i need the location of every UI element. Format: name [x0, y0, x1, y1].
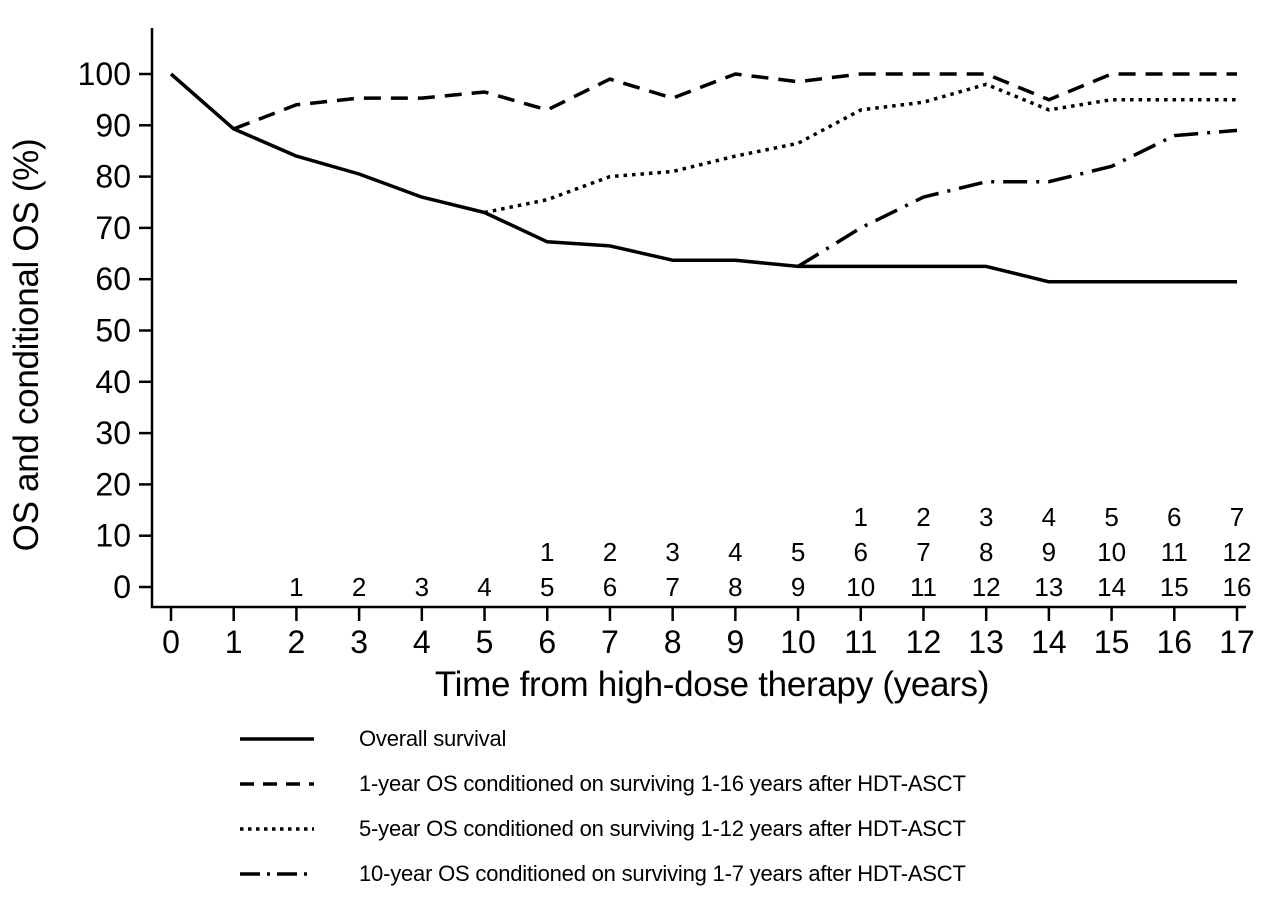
legend-label-1yr-conditional: 1-year OS conditioned on surviving 1-16 …: [359, 770, 966, 796]
x-tick-label: 3: [350, 624, 368, 660]
risk-count-os-1yr-conditional: 12: [972, 572, 1001, 602]
series-line-overall-survival: [169, 72, 1237, 284]
risk-count-os-1yr-conditional: 9: [791, 572, 805, 602]
legend-item-1yr-conditional: 1-year OS conditioned on surviving 1-16 …: [240, 761, 966, 806]
legend-item-5yr-conditional: 5-year OS conditioned on surviving 1-12 …: [240, 806, 966, 851]
y-tick-label: 70: [95, 210, 131, 246]
risk-count-os-10yr-conditional: 2: [916, 502, 930, 532]
axis-frame: [150, 28, 1246, 609]
risk-count-os-1yr-conditional: 15: [1160, 572, 1189, 602]
risk-count-os-1yr-conditional: 10: [846, 572, 875, 602]
risk-count-os-1yr-conditional: 1: [289, 572, 303, 602]
risk-count-os-1yr-conditional: 5: [540, 572, 554, 602]
risk-count-os-1yr-conditional: 6: [603, 572, 617, 602]
risk-count-os-1yr-conditional: 13: [1034, 572, 1063, 602]
series-line-os-10yr-conditional: [797, 128, 1238, 268]
legend-swatch-dotted-line: [240, 826, 314, 831]
series-line-os-1yr-conditional: [233, 72, 1237, 131]
y-tick-label: 50: [95, 313, 131, 349]
risk-count-os-1yr-conditional: 2: [352, 572, 366, 602]
risk-count-os-5yr-conditional: 9: [1042, 537, 1056, 567]
risk-count-os-10yr-conditional: 6: [1167, 502, 1181, 532]
y-tick-label: 80: [95, 159, 131, 195]
risk-count-os-5yr-conditional: 4: [728, 537, 742, 567]
x-tick-label: 7: [601, 624, 619, 660]
risk-count-os-5yr-conditional: 5: [791, 537, 805, 567]
risk-count-os-10yr-conditional: 5: [1104, 502, 1118, 532]
x-tick-label: 10: [780, 624, 816, 660]
risk-count-os-1yr-conditional: 16: [1223, 572, 1252, 602]
legend-label-5yr-conditional: 5-year OS conditioned on surviving 1-12 …: [359, 815, 966, 841]
y-tick-label: 0: [113, 569, 131, 605]
risk-count-os-5yr-conditional: 7: [916, 537, 930, 567]
risk-count-os-5yr-conditional: 3: [665, 537, 679, 567]
x-tick-label: 15: [1094, 624, 1130, 660]
x-tick-label: 14: [1031, 624, 1067, 660]
legend-swatch-dashdot-line: [240, 871, 314, 876]
y-axis-title: OS and conditional OS (%): [7, 139, 46, 552]
y-tick-label: 100: [78, 56, 131, 92]
x-tick-label: 2: [288, 624, 306, 660]
risk-count-os-1yr-conditional: 11: [910, 572, 937, 602]
x-axis-title: Time from high-dose therapy (years): [435, 665, 989, 704]
y-tick-label: 90: [95, 107, 131, 143]
risk-count-os-1yr-conditional: 3: [415, 572, 429, 602]
x-tick-label: 9: [726, 624, 744, 660]
risk-count-os-5yr-conditional: 6: [854, 537, 868, 567]
legend-label-overall-survival: Overall survival: [359, 725, 507, 751]
legend-swatch-solid-line: [240, 736, 314, 741]
x-tick-label: 8: [664, 624, 682, 660]
x-tick-label: 1: [225, 624, 243, 660]
risk-count-os-1yr-conditional: 7: [665, 572, 679, 602]
legend-swatch-dashed-line: [240, 781, 314, 786]
y-tick-label: 60: [95, 261, 131, 297]
series-line-os-5yr-conditional: [484, 82, 1237, 215]
x-tick-label: 4: [413, 624, 431, 660]
x-tick-label: 0: [162, 624, 180, 660]
risk-count-os-1yr-conditional: 8: [728, 572, 742, 602]
risk-count-os-5yr-conditional: 2: [603, 537, 617, 567]
x-tick-label: 5: [476, 624, 494, 660]
x-tick-label: 17: [1219, 624, 1255, 660]
risk-count-os-10yr-conditional: 7: [1230, 502, 1244, 532]
risk-count-os-10yr-conditional: 4: [1042, 502, 1056, 532]
risk-count-os-5yr-conditional: 10: [1097, 537, 1126, 567]
risk-count-os-5yr-conditional: 8: [979, 537, 993, 567]
risk-count-os-1yr-conditional: 14: [1097, 572, 1126, 602]
legend-item-10yr-conditional: 10-year OS conditioned on surviving 1-7 …: [240, 851, 966, 896]
x-tick-label: 11: [844, 624, 877, 660]
legend-label-10yr-conditional: 10-year OS conditioned on surviving 1-7 …: [359, 860, 966, 886]
y-tick-label: 10: [95, 518, 131, 554]
x-tick-label: 13: [968, 624, 1004, 660]
x-tick-label: 16: [1156, 624, 1192, 660]
risk-count-os-10yr-conditional: 1: [854, 502, 868, 532]
legend: Overall survival 1-year OS conditioned o…: [240, 716, 966, 896]
risk-count-os-1yr-conditional: 4: [477, 572, 491, 602]
x-tick-label: 6: [538, 624, 556, 660]
risk-count-os-5yr-conditional: 11: [1161, 537, 1188, 567]
y-tick-label: 30: [95, 415, 131, 451]
risk-count-os-10yr-conditional: 3: [979, 502, 993, 532]
risk-count-os-5yr-conditional: 1: [540, 537, 554, 567]
x-tick-label: 12: [906, 624, 942, 660]
risk-count-os-5yr-conditional: 12: [1223, 537, 1252, 567]
y-tick-label: 40: [95, 364, 131, 400]
legend-item-overall-survival: Overall survival: [240, 716, 966, 761]
y-tick-label: 20: [95, 466, 131, 502]
